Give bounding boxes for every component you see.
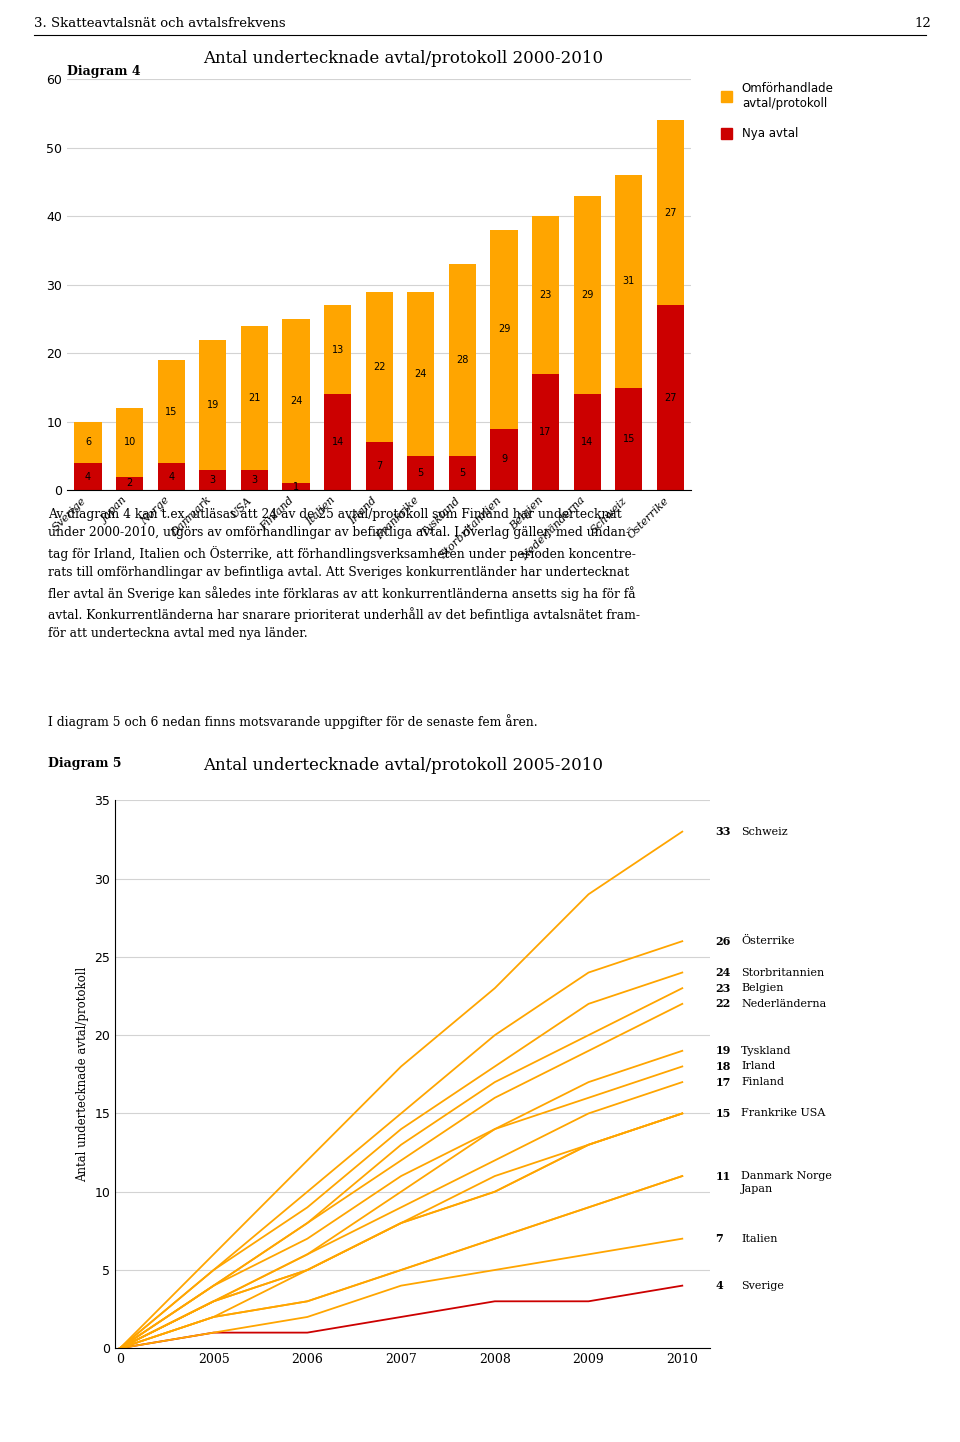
Text: 12: 12 <box>915 17 931 30</box>
Bar <box>241 326 268 470</box>
Text: 31: 31 <box>623 277 635 287</box>
Bar <box>657 306 684 490</box>
Text: 21: 21 <box>249 392 260 402</box>
Text: 5: 5 <box>459 469 466 479</box>
Text: Diagram 5: Diagram 5 <box>48 757 122 770</box>
Text: 10: 10 <box>124 437 135 447</box>
Text: Danmark Norge: Danmark Norge <box>741 1171 832 1181</box>
Text: 26: 26 <box>715 936 731 947</box>
Bar <box>491 229 517 428</box>
Text: 3: 3 <box>209 474 216 485</box>
Legend: Omförhandlade
avtal/protokoll, Nya avtal: Omförhandlade avtal/protokoll, Nya avtal <box>716 76 838 146</box>
Text: Diagram 4: Diagram 4 <box>67 65 141 78</box>
Text: 4: 4 <box>168 472 175 482</box>
Text: Tyskland: Tyskland <box>741 1045 792 1056</box>
Text: 24: 24 <box>715 968 731 978</box>
Bar <box>449 456 476 490</box>
Text: 6: 6 <box>84 437 91 447</box>
Bar <box>449 264 476 456</box>
Text: 15: 15 <box>715 1107 731 1119</box>
Text: I diagram 5 och 6 nedan finns motsvarande uppgifter för de senaste fem åren.: I diagram 5 och 6 nedan finns motsvarand… <box>48 714 538 728</box>
Bar <box>282 319 309 483</box>
Text: Frankrike USA: Frankrike USA <box>741 1109 826 1119</box>
Text: 24: 24 <box>290 397 302 407</box>
Text: 23: 23 <box>715 982 731 994</box>
Text: 4: 4 <box>84 472 91 482</box>
Bar <box>491 428 517 490</box>
Bar <box>615 388 642 490</box>
Bar <box>366 291 393 443</box>
Bar <box>615 174 642 388</box>
Text: 14: 14 <box>581 437 593 447</box>
Text: 29: 29 <box>498 324 510 335</box>
Text: 15: 15 <box>165 407 178 417</box>
Bar <box>532 373 559 490</box>
Text: Storbritannien: Storbritannien <box>741 968 825 978</box>
Bar <box>116 408 143 476</box>
Text: 27: 27 <box>664 392 677 402</box>
Text: Sverige: Sverige <box>741 1280 784 1291</box>
Bar <box>657 120 684 306</box>
Bar <box>157 360 184 463</box>
Text: Österrike: Österrike <box>741 936 795 946</box>
Bar <box>116 476 143 490</box>
Text: Av diagram 4 kan t.ex. utläsas att 24 av de 25 avtal/protokoll som Finland har u: Av diagram 4 kan t.ex. utläsas att 24 av… <box>48 508 640 640</box>
Text: Finland: Finland <box>741 1077 784 1087</box>
Bar <box>200 470 227 490</box>
Text: 17: 17 <box>540 427 552 437</box>
Text: Japan: Japan <box>741 1184 774 1194</box>
Text: 7: 7 <box>376 461 382 472</box>
Text: 22: 22 <box>715 998 731 1009</box>
Text: Nederländerna: Nederländerna <box>741 999 827 1009</box>
Bar <box>532 216 559 373</box>
Text: Italien: Italien <box>741 1234 778 1243</box>
Text: 7: 7 <box>715 1233 723 1244</box>
Bar <box>407 291 434 456</box>
Text: 1: 1 <box>293 482 300 492</box>
Text: 13: 13 <box>331 345 344 355</box>
Text: Belgien: Belgien <box>741 983 783 994</box>
Bar <box>324 394 351 490</box>
Text: Irland: Irland <box>741 1061 776 1071</box>
Text: 19: 19 <box>715 1045 731 1057</box>
Bar <box>366 443 393 490</box>
Text: 3: 3 <box>252 474 257 485</box>
Bar <box>282 483 309 490</box>
Y-axis label: Antal undertecknade avtal/protokoll: Antal undertecknade avtal/protokoll <box>76 966 89 1182</box>
Text: 22: 22 <box>372 362 386 372</box>
Text: 17: 17 <box>715 1077 731 1087</box>
Bar <box>324 306 351 394</box>
Text: 27: 27 <box>664 208 677 218</box>
Text: Schweiz: Schweiz <box>741 826 788 836</box>
Text: 15: 15 <box>623 434 635 444</box>
Text: Antal undertecknade avtal/protokoll 2005-2010: Antal undertecknade avtal/protokoll 2005… <box>204 757 603 774</box>
Text: 24: 24 <box>415 369 427 379</box>
Bar <box>157 463 184 490</box>
Text: 9: 9 <box>501 454 507 464</box>
Text: 33: 33 <box>715 826 731 838</box>
Bar <box>75 421 102 463</box>
Text: 19: 19 <box>206 399 219 410</box>
Bar <box>574 394 601 490</box>
Bar <box>241 470 268 490</box>
Text: 4: 4 <box>715 1280 723 1291</box>
Bar <box>574 196 601 394</box>
Text: 29: 29 <box>581 290 593 300</box>
Bar <box>407 456 434 490</box>
Text: 11: 11 <box>715 1171 731 1181</box>
Text: 28: 28 <box>456 355 468 365</box>
Text: 3. Skatteavtalsnät och avtalsfrekvens: 3. Skatteavtalsnät och avtalsfrekvens <box>34 17 285 30</box>
Bar <box>200 339 227 470</box>
Text: 2: 2 <box>127 479 132 489</box>
Text: 23: 23 <box>540 290 552 300</box>
Text: 18: 18 <box>715 1061 731 1071</box>
Text: 14: 14 <box>331 437 344 447</box>
Bar <box>75 463 102 490</box>
Text: Antal undertecknade avtal/protokoll 2000-2010: Antal undertecknade avtal/protokoll 2000… <box>204 50 603 68</box>
Text: 5: 5 <box>418 469 424 479</box>
